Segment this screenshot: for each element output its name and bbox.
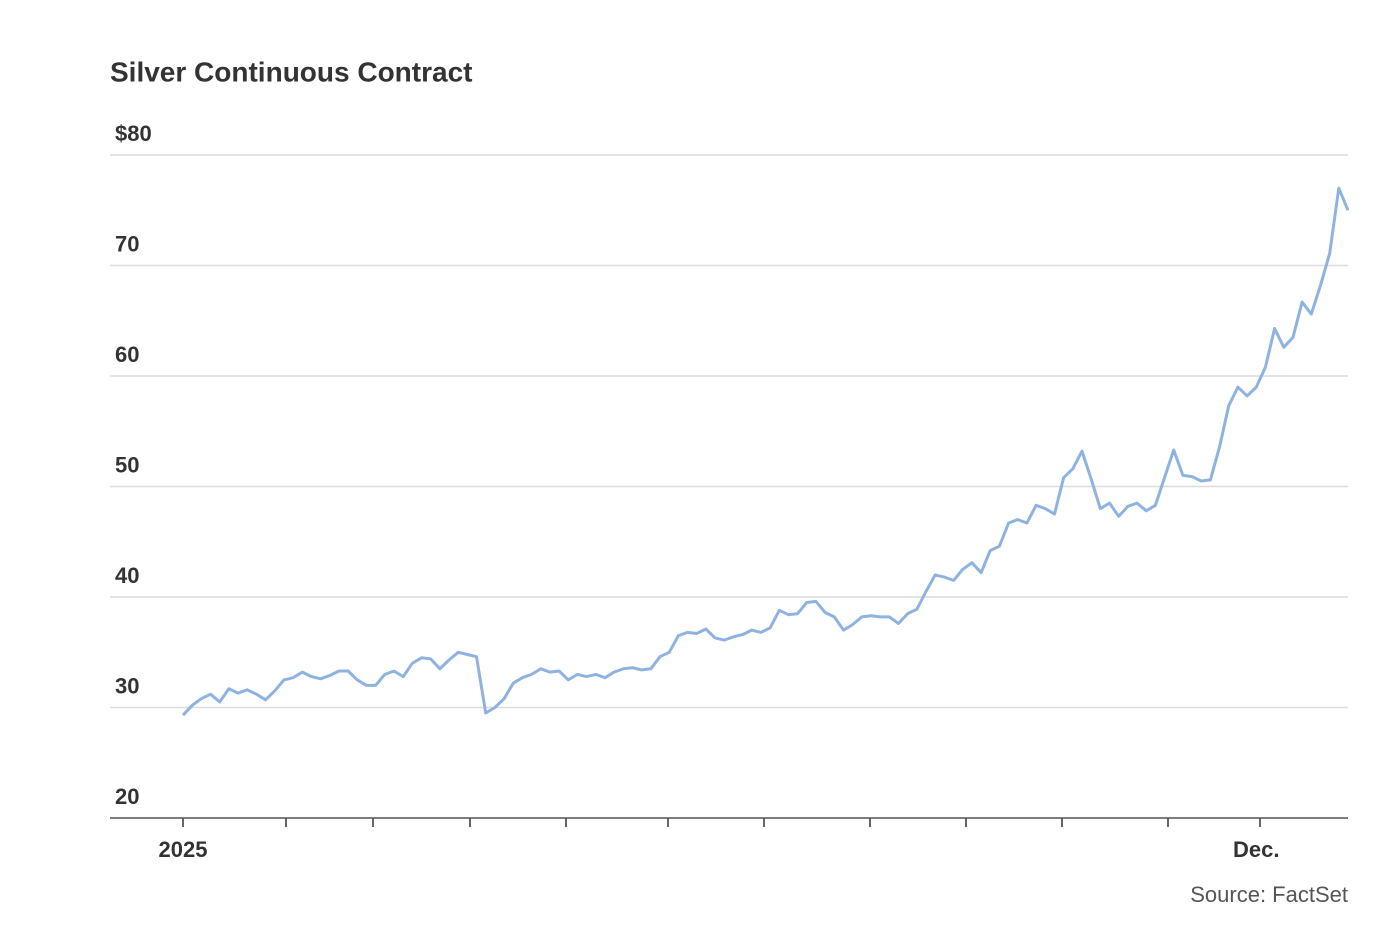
chart-title: Silver Continuous Contract xyxy=(110,56,472,87)
y-tick-label: 20 xyxy=(115,784,139,809)
x-tick-label: 2025 xyxy=(159,837,208,862)
x-tick-label: Dec. xyxy=(1233,837,1279,862)
y-tick-label: 60 xyxy=(115,342,139,367)
y-tick-label: 50 xyxy=(115,452,139,477)
price-line xyxy=(181,186,1350,717)
y-tick-label: 40 xyxy=(115,563,139,588)
source-note: Source: FactSet xyxy=(1190,882,1348,907)
y-tick-label: 30 xyxy=(115,673,139,698)
y-tick-label: $80 xyxy=(115,121,152,146)
month-ticks xyxy=(182,818,1261,827)
y-tick-label: 70 xyxy=(115,231,139,256)
